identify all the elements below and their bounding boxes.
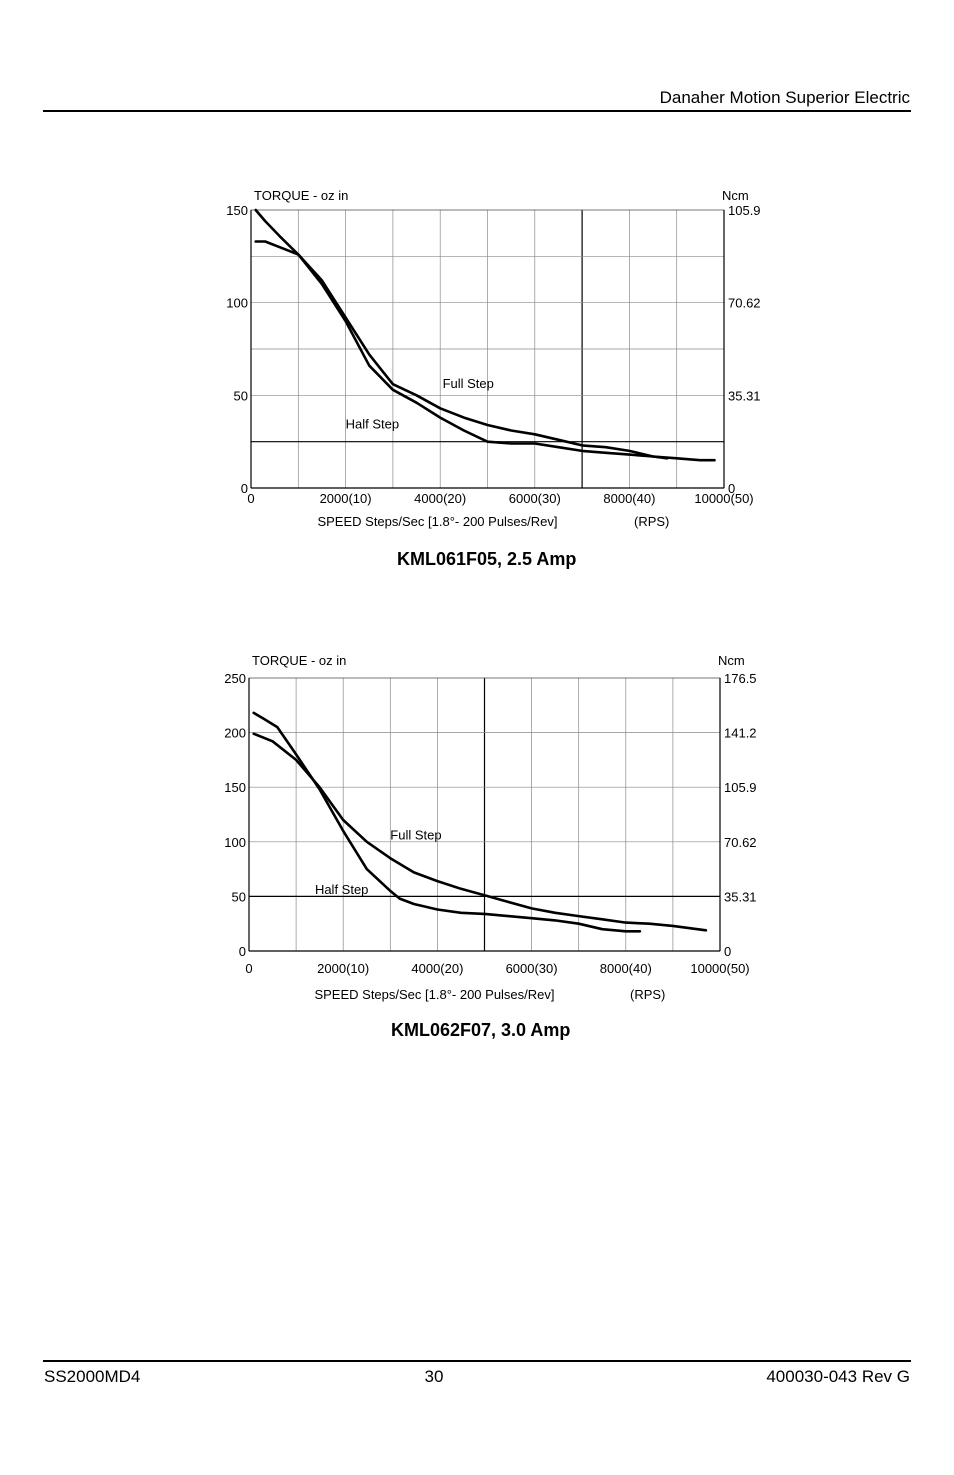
x-tick-label: 6000(30) xyxy=(509,491,561,506)
series-label-half-step: Half Step xyxy=(346,417,399,432)
x-tick-label: 8000(40) xyxy=(600,961,652,976)
x-tick-label: 2000(10) xyxy=(320,491,372,506)
x-tick-label: 4000(20) xyxy=(414,491,466,506)
y-tick-label-left: 250 xyxy=(224,671,246,686)
y-tick-label-right: 70.62 xyxy=(728,296,761,311)
x-axis-units: (RPS) xyxy=(630,987,665,1002)
series-label-full-step: Full Step xyxy=(443,376,494,391)
y-tick-label-left: 0 xyxy=(239,944,246,959)
x-tick-label: 0 xyxy=(245,961,252,976)
y-axis-left-title: TORQUE - oz in xyxy=(252,653,346,668)
y-tick-label-left: 100 xyxy=(224,835,246,850)
x-tick-label: 4000(20) xyxy=(411,961,463,976)
series-line-full-step xyxy=(252,732,708,932)
y-tick-label-left: 150 xyxy=(226,203,248,218)
footer-part-number: 400030-043 Rev G xyxy=(766,1367,910,1386)
torque-chart-kml061f05: TORQUE - oz in Ncm 0 50 100 150 0 35.31 70.62 105… xyxy=(226,188,761,529)
chart-caption-kml062f07: KML062F07, 3.0 Amp xyxy=(391,1020,571,1040)
y-tick-label-right: 70.62 xyxy=(724,835,757,850)
y-axis-right-title: Ncm xyxy=(718,653,745,668)
y-tick-label-right: 141.2 xyxy=(724,726,757,741)
header-company: Danaher Motion Superior Electric xyxy=(659,88,910,107)
x-axis-title: SPEED Steps/Sec [1.8°- 200 Pulses/Rev] xyxy=(317,514,557,529)
y-tick-label-right: 0 xyxy=(728,481,735,496)
x-tick-label: 10000(50) xyxy=(694,491,753,506)
series-line-half-step xyxy=(252,711,642,933)
series-line-half-step xyxy=(254,208,716,462)
footer-rule xyxy=(43,1360,911,1362)
y-tick-label-right: 105.9 xyxy=(724,780,757,795)
x-tick-label: 0 xyxy=(247,491,254,506)
series-label-full-step: Full Step xyxy=(390,828,441,843)
y-axis-left-title: TORQUE - oz in xyxy=(254,188,348,203)
x-tick-label: 6000(30) xyxy=(506,961,558,976)
y-tick-label-left: 100 xyxy=(226,296,248,311)
y-axis-right-title: Ncm xyxy=(722,188,749,203)
x-axis-title: SPEED Steps/Sec [1.8°- 200 Pulses/Rev] xyxy=(314,987,554,1002)
y-tick-label-right: 35.31 xyxy=(728,388,761,403)
y-tick-label-right: 176.5 xyxy=(724,671,757,686)
chart-caption-kml061f05: KML061F05, 2.5 Amp xyxy=(397,549,577,569)
y-tick-label-left: 200 xyxy=(224,726,246,741)
y-tick-label-left: 50 xyxy=(234,388,248,403)
y-tick-label-left: 0 xyxy=(241,481,248,496)
series-label-half-step: Half Step xyxy=(315,882,368,897)
x-tick-label: 2000(10) xyxy=(317,961,369,976)
header-rule xyxy=(43,110,911,112)
y-tick-label-left: 50 xyxy=(232,889,246,904)
x-axis-units: (RPS) xyxy=(634,514,669,529)
x-tick-label: 10000(50) xyxy=(690,961,749,976)
x-tick-label: 8000(40) xyxy=(603,491,655,506)
footer-doc-id: SS2000MD4 xyxy=(44,1367,141,1386)
y-tick-label-left: 150 xyxy=(224,780,246,795)
y-tick-label-right: 105.9 xyxy=(728,203,761,218)
torque-chart-kml062f07: TORQUE - oz in Ncm 0 50 100 150 200 250 0 35.31 70… xyxy=(224,653,757,1002)
series-line-full-step xyxy=(254,240,669,460)
footer-page-number: 30 xyxy=(424,1367,444,1386)
y-tick-label-right: 35.31 xyxy=(724,889,757,904)
y-tick-label-right: 0 xyxy=(724,944,731,959)
